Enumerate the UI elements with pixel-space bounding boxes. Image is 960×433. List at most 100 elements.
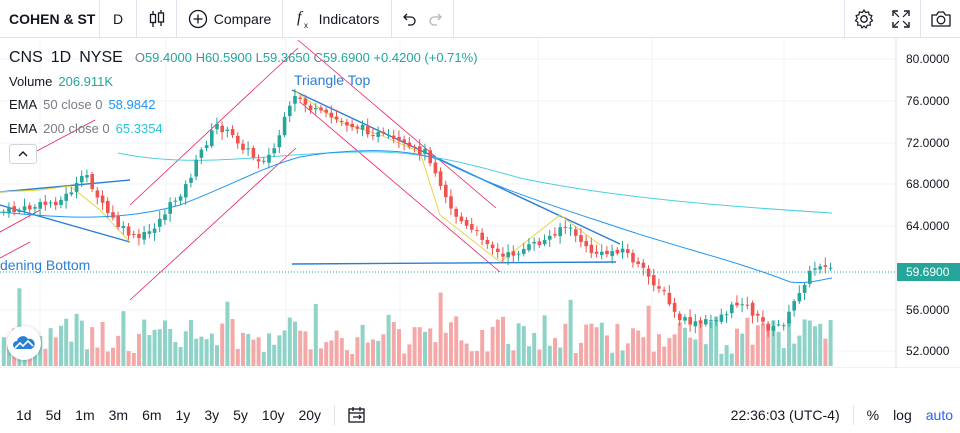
volume-bar xyxy=(178,347,183,366)
range-20y[interactable]: 20y xyxy=(298,407,322,423)
indicators-button[interactable]: f x Indicators xyxy=(283,0,392,38)
candle-body xyxy=(334,116,339,120)
candle-body xyxy=(90,174,94,189)
chart-type-button[interactable] xyxy=(137,0,177,38)
candle-body xyxy=(147,231,152,234)
candle-body xyxy=(199,149,204,158)
candle-body xyxy=(750,302,755,316)
volume-bar xyxy=(95,347,100,366)
legend-main-row[interactable]: CNS 1D NYSE O59.4000 H60.5900 L59.3650 C… xyxy=(9,46,478,70)
calendar-range-icon xyxy=(348,407,365,423)
redo-icon[interactable] xyxy=(427,11,445,27)
volume-bar xyxy=(485,351,490,366)
candle-body xyxy=(225,129,230,131)
volume-bars xyxy=(1,288,833,366)
volume-bar xyxy=(547,345,552,366)
volume-bar xyxy=(735,328,739,366)
brand-logo[interactable] xyxy=(7,326,41,360)
auto-scale-toggle[interactable]: auto xyxy=(925,407,953,423)
clock[interactable]: 22:36:03 (UTC-4) xyxy=(730,407,840,423)
volume-bar xyxy=(194,338,199,366)
undo-icon[interactable] xyxy=(400,11,418,27)
range-5y[interactable]: 5y xyxy=(233,407,248,423)
ema50-value: 58.9842 xyxy=(108,97,156,113)
symbol-label: COHEN & ST xyxy=(9,10,96,27)
candle-body xyxy=(574,229,578,236)
goto-date-button[interactable] xyxy=(341,406,373,424)
widening-bottom-label[interactable]: dening Bottom xyxy=(0,257,90,273)
candle-body xyxy=(7,207,11,214)
range-10y[interactable]: 10y xyxy=(261,407,285,423)
legend-collapse-button[interactable] xyxy=(9,144,37,164)
fullscreen-button[interactable] xyxy=(882,0,920,38)
price-tick: 76.0000 xyxy=(906,94,950,108)
volume-bar xyxy=(355,337,360,366)
candle-body xyxy=(210,130,214,147)
range-3y[interactable]: 3y xyxy=(204,407,220,423)
range-5d[interactable]: 5d xyxy=(45,407,62,423)
ema200-params: 200 close 0 xyxy=(43,120,110,136)
candle-body xyxy=(17,210,22,212)
range-1d[interactable]: 1d xyxy=(16,407,32,423)
candle-body xyxy=(402,139,406,143)
candle-body xyxy=(548,235,552,240)
range-1m[interactable]: 1m xyxy=(75,407,95,423)
candle-body xyxy=(121,226,126,229)
volume-bar xyxy=(199,336,204,366)
candle-body xyxy=(631,252,635,263)
volume-bar xyxy=(220,323,225,366)
volume-bar xyxy=(126,351,131,366)
compare-label: Compare xyxy=(213,10,272,27)
volume-bar xyxy=(683,327,687,366)
snapshot-button[interactable] xyxy=(920,0,960,38)
last-price-value: 59.6900 xyxy=(906,265,950,279)
volume-bar xyxy=(360,324,365,366)
triangle-top-label[interactable]: Triangle Top xyxy=(294,72,370,88)
volume-bar xyxy=(724,345,729,366)
candle-body xyxy=(537,241,542,246)
legend-ema200-row[interactable]: EMA 200 close 0 65.3354 xyxy=(9,117,478,141)
volume-bar xyxy=(423,331,427,366)
percent-scale-toggle[interactable]: % xyxy=(866,407,880,423)
candle-body xyxy=(319,107,323,111)
volume-bar xyxy=(719,353,724,366)
volume-bar xyxy=(324,342,329,366)
range-1y[interactable]: 1y xyxy=(175,407,191,423)
candle-body xyxy=(2,211,6,213)
candle-body xyxy=(142,232,146,240)
volume-bar xyxy=(74,313,79,366)
log-scale-toggle[interactable]: log xyxy=(893,407,912,423)
volume-bar xyxy=(787,318,791,366)
volume-bar xyxy=(350,353,355,366)
volume-bar xyxy=(79,320,84,366)
price-tick: 56.0000 xyxy=(906,303,950,317)
price-chart[interactable]: Triangle Top dening Bottom 80.0000 76.000… xyxy=(0,38,960,368)
legend-volume-row[interactable]: Volume 206.911K xyxy=(9,70,478,94)
candle-body xyxy=(542,240,547,245)
volume-bar xyxy=(490,326,495,366)
volume-bar xyxy=(542,315,547,366)
volume-bar xyxy=(116,335,121,366)
volume-bar xyxy=(209,333,214,366)
legend-ema50-row[interactable]: EMA 50 close 0 58.9842 xyxy=(9,93,478,117)
candles xyxy=(2,88,833,337)
volume-bar xyxy=(480,329,485,366)
compare-button[interactable]: Compare xyxy=(177,0,283,38)
candle-body xyxy=(719,314,724,322)
volume-bar xyxy=(7,343,11,366)
candle-body xyxy=(116,216,120,228)
function-icon: f x xyxy=(297,9,308,30)
candle-body xyxy=(724,314,729,316)
settings-button[interactable] xyxy=(844,0,882,38)
symbol-search[interactable]: COHEN & ST xyxy=(0,0,100,38)
candle-body xyxy=(511,251,516,256)
range-6m[interactable]: 6m xyxy=(142,407,162,423)
volume-bar xyxy=(688,337,693,366)
price-axis[interactable]: 80.0000 76.0000 72.0000 68.0000 64.0000 56.00… xyxy=(906,52,950,358)
candle-body xyxy=(667,292,672,305)
volume-bar xyxy=(802,319,807,366)
candle-body xyxy=(74,182,79,192)
range-3m[interactable]: 3m xyxy=(108,407,129,423)
interval-button[interactable]: D xyxy=(100,0,137,38)
volume-bar xyxy=(745,317,750,366)
